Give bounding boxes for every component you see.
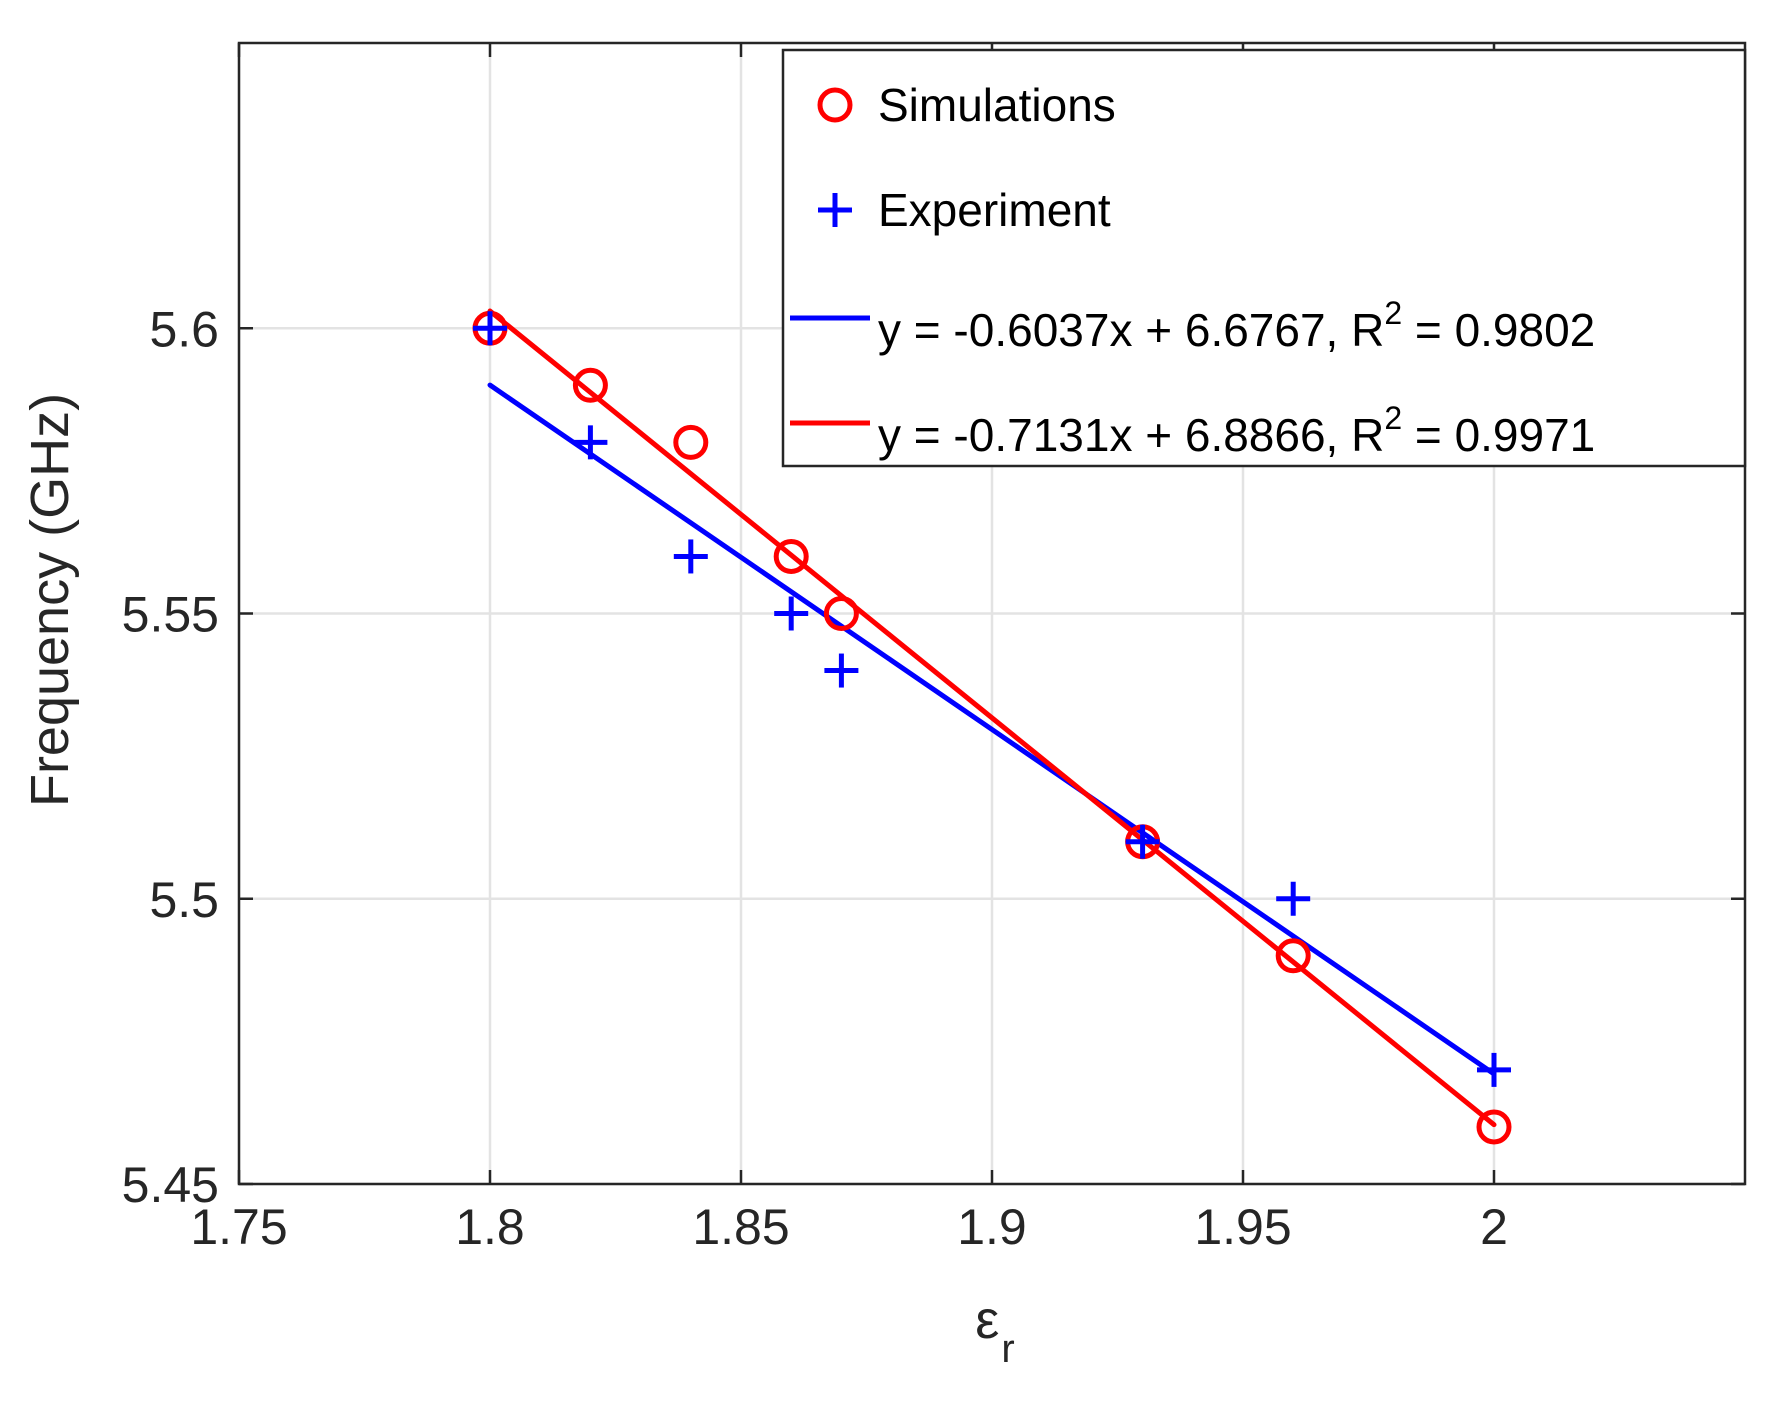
simulation-point <box>773 538 809 574</box>
legend-fit-label: y = -0.6037x + 6.6767, R2 = 0.9802 <box>878 295 1595 356</box>
legend-series-label: Simulations <box>878 79 1116 131</box>
x-tick-label: 1.85 <box>692 1199 789 1255</box>
y-axis-label: Frequency (GHz) <box>20 393 80 807</box>
legend-experiment-marker <box>818 193 852 227</box>
x-tick-label: 1.8 <box>455 1199 525 1255</box>
experiment-point <box>573 425 608 460</box>
experiment-point <box>824 653 859 688</box>
y-tick-label: 5.55 <box>122 587 219 643</box>
fit-line <box>487 382 1497 1077</box>
simulation-point <box>673 424 709 460</box>
x-axis-label-subscript: r <box>1001 1327 1014 1371</box>
fit-line <box>487 308 1497 1128</box>
x-tick-label: 1.95 <box>1194 1199 1291 1255</box>
x-axis-label-main: ε <box>975 1290 999 1350</box>
legend-items: Simulations Experiment y = -0.6037x + 6.67… <box>790 79 1595 461</box>
legend-box <box>781 48 1747 468</box>
x-axis-label: εr <box>975 1290 1014 1371</box>
experiment-point <box>473 311 507 346</box>
experiment-point <box>774 596 809 631</box>
x-tick-label: 1.9 <box>957 1199 1027 1255</box>
simulation-point <box>1275 938 1311 974</box>
experiment-point <box>1477 1052 1511 1087</box>
legend-fit-label: y = -0.7131x + 6.8866, R2 = 0.9971 <box>878 400 1595 461</box>
markers <box>472 310 1512 1145</box>
experiment-point <box>1276 881 1311 916</box>
legend: Simulations Experiment y = -0.6037x + 6.67… <box>781 48 1747 468</box>
legend-simulations-marker <box>817 87 853 123</box>
y-tick-label: 5.5 <box>149 872 219 928</box>
x-tick-label: 1.75 <box>190 1199 287 1255</box>
simulation-point <box>823 596 859 631</box>
experiment-point <box>1125 824 1160 859</box>
tick-labels: 1.75 1.8 1.85 1.9 1.95 2 5.45 5.5 5.55 5.6 <box>122 301 1508 1255</box>
y-tick-label: 5.6 <box>149 301 219 357</box>
simulation-point <box>1476 1109 1512 1145</box>
x-tick-label: 2 <box>1480 1199 1508 1255</box>
fit-lines <box>487 308 1497 1128</box>
simulation-point <box>572 367 608 403</box>
experiment-point <box>673 539 708 574</box>
legend-series-label: Experiment <box>878 184 1111 236</box>
y-tick-label: 5.45 <box>122 1157 219 1213</box>
